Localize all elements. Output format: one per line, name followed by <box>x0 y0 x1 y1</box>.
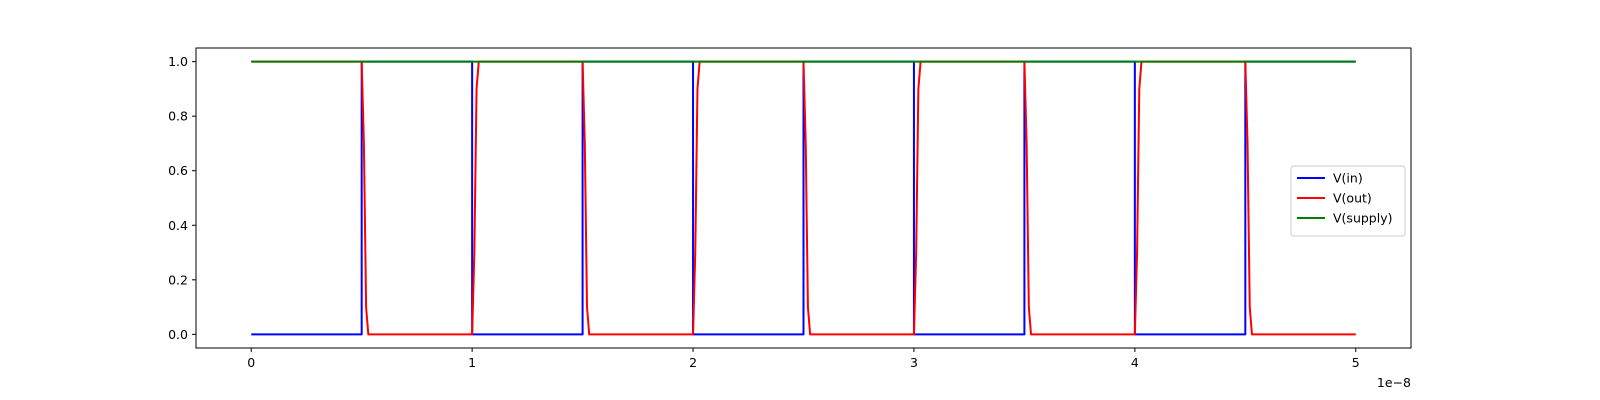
x-tick-label: 5 <box>1352 355 1360 370</box>
x-tick-label: 2 <box>689 355 697 370</box>
y-tick-label: 1.0 <box>168 54 188 69</box>
plot-area <box>195 47 1412 349</box>
series-line-v-out <box>251 60 1356 336</box>
x-axis-offset-label: 1e−8 <box>1377 375 1411 390</box>
series-line-v-in <box>251 60 1356 336</box>
y-tick-label: 0.4 <box>168 218 188 233</box>
axes-frame <box>195 47 1412 349</box>
legend-label: V(supply) <box>1333 211 1392 226</box>
x-tick-label: 1 <box>468 355 476 370</box>
x-tick-label: 4 <box>1131 355 1139 370</box>
y-tick-label: 0.2 <box>168 272 188 287</box>
y-tick-label: 0.8 <box>168 109 188 124</box>
legend-label: V(out) <box>1333 191 1372 206</box>
y-tick-label: 0.0 <box>168 327 188 342</box>
x-axis: 0 1 2 3 4 5 <box>247 348 1360 370</box>
x-tick-label: 0 <box>247 355 255 370</box>
x-tick-label: 3 <box>910 355 918 370</box>
legend-label: V(in) <box>1333 171 1363 186</box>
series-lines <box>251 60 1356 336</box>
y-tick-label: 0.6 <box>168 163 188 178</box>
legend: V(in) V(out) V(supply) <box>1290 165 1406 237</box>
y-axis: 0.0 0.2 0.4 0.6 0.8 1.0 <box>168 54 196 342</box>
